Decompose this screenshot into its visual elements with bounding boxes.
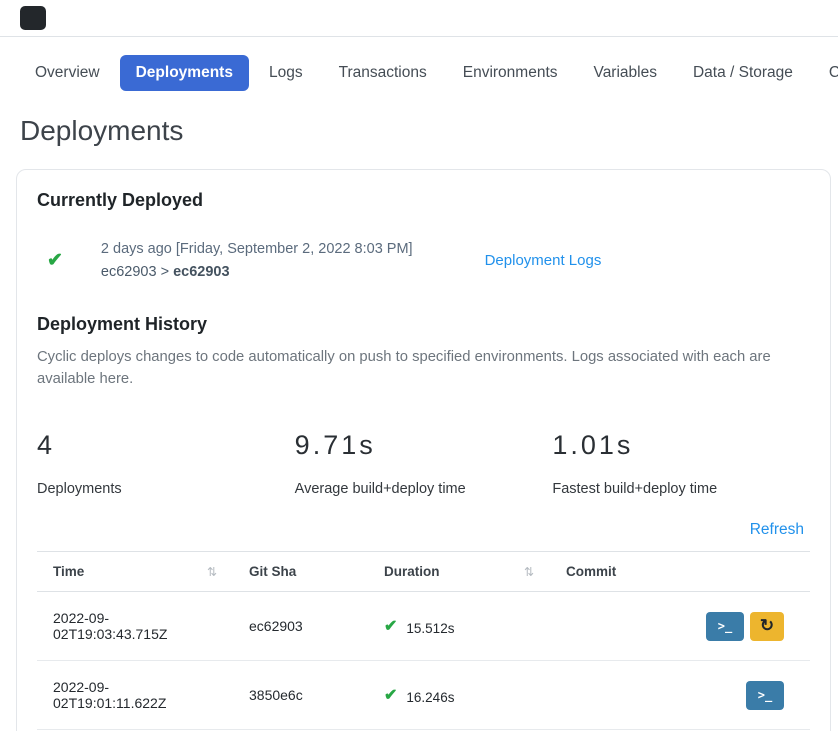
tab-crons[interactable]: Crons [828, 64, 838, 81]
column-header-duration[interactable]: Duration ⇅ [368, 551, 550, 593]
deployed-target-sha: ec62903 [173, 264, 230, 280]
redeploy-icon: ↻ [759, 616, 775, 636]
table-row: 2022-09-02T19:01:11.622Z 3850e6c ✔ 16.246… [37, 660, 810, 731]
cell-commit [550, 591, 680, 662]
column-header-actions [680, 551, 810, 593]
stat-label: Deployments [37, 481, 122, 498]
cell-duration: ✔ 16.246s [368, 660, 550, 731]
stat-value: 9.71s [294, 430, 376, 461]
sort-icon[interactable]: ⇅ [206, 564, 217, 579]
cell-commit [550, 729, 680, 731]
deployment-logs-link[interactable]: Deployment Logs [484, 252, 602, 269]
page-title: Deployments [20, 115, 184, 146]
cell-git-sha: bfce5b3 [233, 729, 368, 731]
column-label: Git Sha [249, 564, 297, 580]
terminal-icon: >_ [717, 619, 733, 634]
column-header-commit: Commit [550, 551, 680, 593]
cell-duration [368, 729, 550, 731]
app-logo-icon[interactable] [20, 6, 46, 30]
duration-value: 16.246s [406, 690, 455, 706]
deployed-target: ec62903 > ec62903 [101, 264, 413, 280]
currently-deployed-heading: Currently Deployed [37, 190, 204, 210]
tab-transactions[interactable]: Transactions [338, 64, 427, 81]
column-label: Time [53, 564, 85, 580]
table-row: 2022-09-02T18:59:34.541Z bfce5b3 >_ [37, 729, 810, 731]
stat-label: Fastest build+deploy time [552, 481, 718, 498]
cell-actions: >_ [680, 729, 810, 731]
tab-environments[interactable]: Environments [462, 64, 558, 81]
column-label: Commit [566, 564, 617, 580]
cell-actions: >_ ↻ [680, 591, 810, 662]
cell-git-sha: ec62903 [233, 591, 368, 662]
currently-deployed-row: ✔ 2 days ago [Friday, September 2, 2022 … [47, 241, 810, 280]
cell-duration: ✔ 15.512s [368, 591, 550, 662]
column-label: Duration [384, 564, 440, 580]
terminal-logs-button[interactable]: >_ [746, 680, 784, 710]
column-header-time[interactable]: Time ⇅ [37, 551, 233, 593]
stat-deployments: 4 Deployments [37, 430, 295, 497]
refresh-link[interactable]: Refresh [749, 521, 804, 539]
cell-actions: >_ [680, 660, 810, 731]
top-navbar [0, 0, 838, 37]
terminal-logs-button[interactable]: >_ [706, 611, 744, 641]
deployed-info: 2 days ago [Friday, September 2, 2022 8:… [101, 241, 413, 280]
app-tabs: Overview Deployments Logs Transactions E… [0, 37, 838, 91]
deployment-history-table: Time ⇅ Git Sha Duration ⇅ Commit 2022-09-0… [37, 551, 810, 731]
stat-value: 4 [37, 430, 56, 461]
tab-variables[interactable]: Variables [593, 64, 657, 81]
deployment-history-description: Cyclic deploys changes to code automatic… [37, 349, 771, 388]
refresh-wrap: Refresh [37, 521, 804, 539]
stat-value: 1.01s [552, 430, 634, 461]
cell-commit [550, 660, 680, 731]
cell-git-sha: 3850e6c [233, 660, 368, 731]
tab-overview[interactable]: Overview [35, 64, 100, 81]
deployment-history-heading: Deployment History [37, 314, 208, 334]
cell-time: 2022-09-02T18:59:34.541Z [37, 729, 233, 731]
duration-value: 15.512s [406, 621, 455, 637]
tab-logs[interactable]: Logs [268, 64, 303, 81]
sort-icon[interactable]: ⇅ [523, 564, 534, 579]
check-icon: ✔ [384, 618, 398, 636]
stat-average-time: 9.71s Average build+deploy time [295, 430, 553, 497]
table-header-row: Time ⇅ Git Sha Duration ⇅ Commit [37, 551, 810, 593]
column-header-git-sha: Git Sha [233, 551, 368, 593]
deployed-target-prefix: ec62903 > [100, 264, 174, 280]
cell-time: 2022-09-02T19:03:43.715Z [37, 591, 233, 662]
stat-fastest-time: 1.01s Fastest build+deploy time [552, 430, 810, 497]
tab-data-storage[interactable]: Data / Storage [692, 64, 793, 81]
cell-time: 2022-09-02T19:01:11.622Z [37, 660, 233, 731]
check-icon: ✔ [384, 687, 398, 705]
redeploy-button[interactable]: ↻ [750, 611, 784, 641]
deployment-stats: 4 Deployments 9.71s Average build+deploy… [37, 430, 810, 497]
check-icon: ✔ [47, 250, 63, 271]
deployments-card: Currently Deployed ✔ 2 days ago [Friday,… [16, 169, 831, 731]
deployed-timestamp: 2 days ago [Friday, September 2, 2022 8:… [100, 241, 413, 257]
terminal-icon: >_ [757, 688, 773, 703]
tab-deployments[interactable]: Deployments [119, 55, 249, 91]
table-row: 2022-09-02T19:03:43.715Z ec62903 ✔ 15.512… [37, 591, 810, 662]
stat-label: Average build+deploy time [294, 481, 466, 498]
